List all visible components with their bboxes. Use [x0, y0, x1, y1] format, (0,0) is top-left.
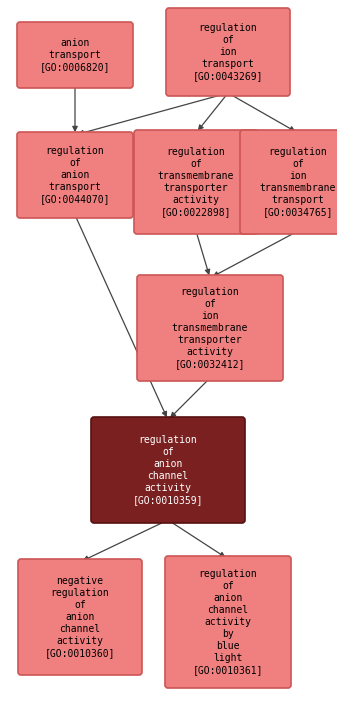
Text: negative
regulation
of
anion
channel
activity
[GO:0010360]: negative regulation of anion channel act… — [45, 576, 115, 658]
FancyBboxPatch shape — [18, 559, 142, 675]
FancyBboxPatch shape — [165, 556, 291, 688]
FancyBboxPatch shape — [17, 132, 133, 218]
FancyBboxPatch shape — [134, 130, 258, 234]
Text: regulation
of
anion
transport
[GO:0044070]: regulation of anion transport [GO:004407… — [40, 146, 110, 204]
Text: regulation
of
ion
transport
[GO:0043269]: regulation of ion transport [GO:0043269] — [193, 23, 263, 81]
Text: regulation
of
anion
channel
activity
by
blue
light
[GO:0010361]: regulation of anion channel activity by … — [193, 569, 263, 675]
Text: anion
transport
[GO:0006820]: anion transport [GO:0006820] — [40, 38, 110, 72]
FancyBboxPatch shape — [240, 130, 337, 234]
FancyBboxPatch shape — [91, 417, 245, 523]
FancyBboxPatch shape — [137, 275, 283, 381]
Text: regulation
of
anion
channel
activity
[GO:0010359]: regulation of anion channel activity [GO… — [133, 435, 203, 505]
Text: regulation
of
ion
transmembrane
transport
[GO:0034765]: regulation of ion transmembrane transpor… — [260, 147, 336, 217]
Text: regulation
of
transmembrane
transporter
activity
[GO:0022898]: regulation of transmembrane transporter … — [158, 147, 234, 217]
Text: regulation
of
ion
transmembrane
transporter
activity
[GO:0032412]: regulation of ion transmembrane transpor… — [172, 287, 248, 369]
FancyBboxPatch shape — [17, 22, 133, 88]
FancyBboxPatch shape — [166, 8, 290, 96]
